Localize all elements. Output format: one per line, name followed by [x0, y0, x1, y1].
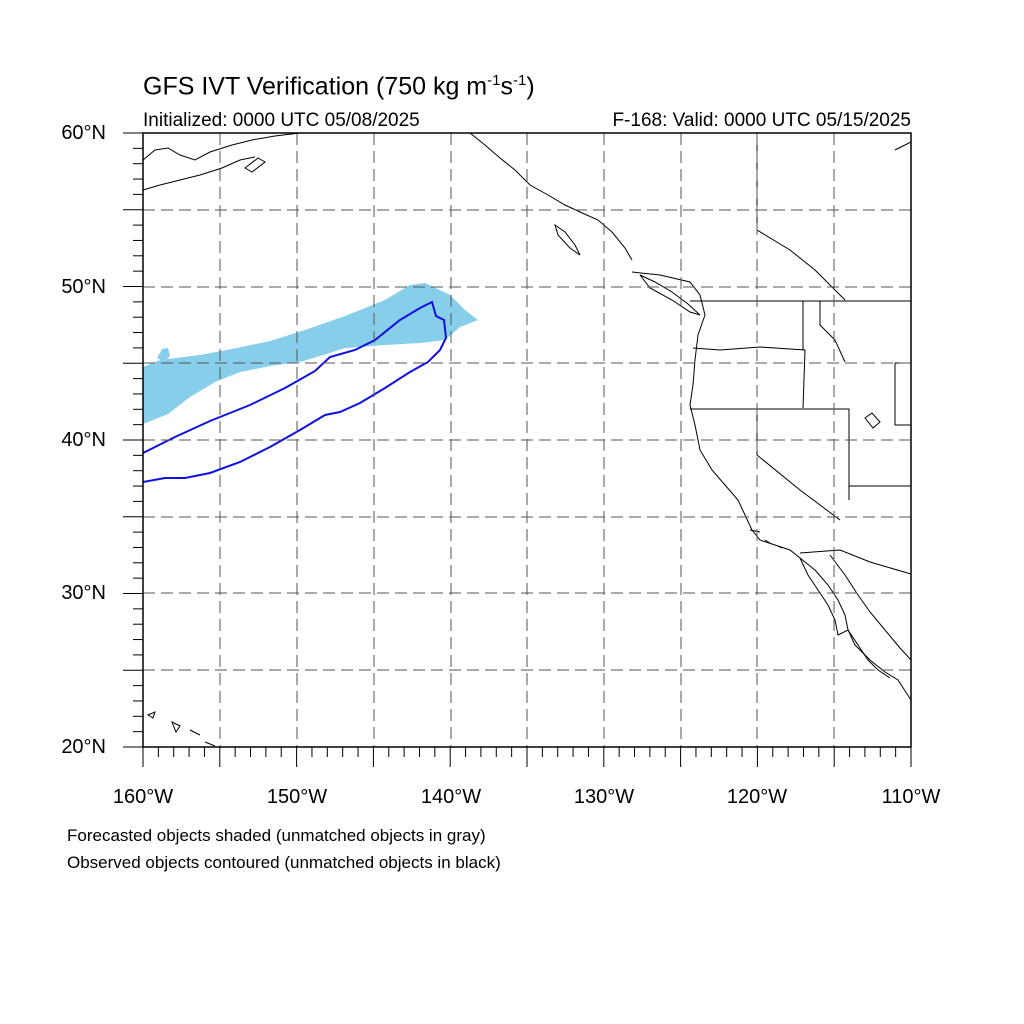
lon-label-140w: 140°W: [420, 786, 482, 808]
kodiak-island: [244, 157, 266, 173]
chart-title: GFS IVT Verification (750 kg m-1s-1): [143, 72, 535, 101]
lon-label-150w: 150°W: [266, 786, 328, 808]
lon-label-110w: 110°W: [881, 786, 941, 808]
lat-label-30n: 30°N: [61, 582, 106, 604]
lake: [864, 412, 881, 429]
hudson-coast: [894, 141, 911, 151]
mexico-border: [799, 549, 911, 575]
wyoming-border: [894, 362, 911, 426]
california-nevada-diagonal: [756, 409, 841, 521]
init-time-label: Initialized: 0000 UTC 05/08/2025: [143, 110, 420, 131]
lon-label-160w: 160°W: [112, 786, 174, 808]
lon-label-120w: 120°W: [726, 786, 788, 808]
alaska-panhandle: [469, 133, 633, 261]
gulf-of-california: [829, 554, 911, 661]
valid-time-label: F-168: Valid: 0000 UTC 05/15/2025: [612, 110, 911, 131]
lat-label-60n: 60°N: [61, 122, 106, 144]
lat-lon-grid: [143, 133, 911, 747]
california-border: [690, 408, 850, 486]
observed-object-contour: [143, 300, 448, 483]
hawaii-islands: [146, 711, 216, 747]
forecast-object-blob: [157, 348, 170, 362]
vancouver-island: [639, 274, 701, 316]
channel-islands: [749, 529, 783, 549]
lon-label-130w: 130°W: [573, 786, 635, 808]
coastlines: [143, 133, 911, 747]
oregon-border: [692, 346, 806, 409]
lat-label-20n: 20°N: [61, 736, 106, 758]
baja-peninsula: [799, 557, 891, 679]
alaska-peninsula: [143, 156, 256, 191]
bc-alberta-border: [756, 133, 846, 301]
lat-label-50n: 50°N: [61, 276, 106, 298]
bc-islands: [554, 223, 581, 256]
idaho-montana-border: [819, 301, 846, 363]
footnote-observed: Observed objects contoured (unmatched ob…: [67, 853, 501, 872]
alaska-coast: [143, 133, 301, 161]
axis-ticks: [123, 132, 912, 767]
forecast-object-shaded: [143, 283, 478, 424]
lat-label-40n: 40°N: [61, 429, 106, 451]
political-boundaries: [690, 133, 911, 575]
footnote-forecast: Forecasted objects shaded (unmatched obj…: [67, 826, 486, 845]
